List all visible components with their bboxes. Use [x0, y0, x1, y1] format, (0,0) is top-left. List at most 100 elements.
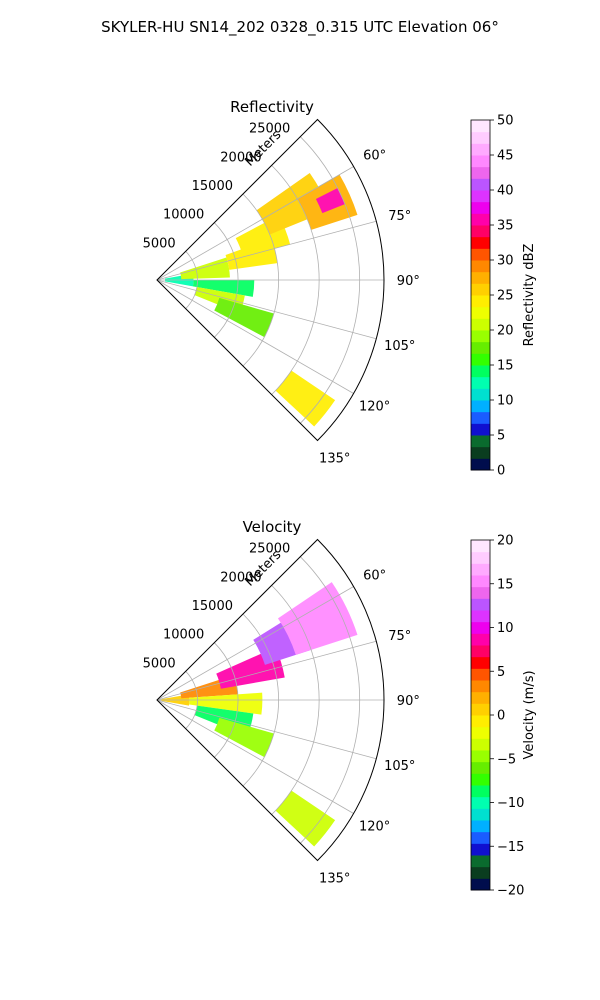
chart-title: Velocity [243, 518, 302, 536]
radial-tick-label: 25000 [249, 122, 290, 137]
echo-layer [160, 582, 358, 847]
colorbar: 0 5 10 15 20 25 30 35 40 45 50 Reflectivity dBZ [470, 114, 537, 479]
colorbar-tick-label: 0 [497, 464, 505, 479]
chart-panel-2: Velocity 60° 75° 90° 105° 120° 135° 5000 10000 15… [143, 518, 537, 899]
colorbar-swatch [471, 691, 490, 704]
angle-tick-label: 90° [397, 274, 420, 289]
echo-region-7 [277, 582, 358, 655]
colorbar-tick-label: 0 [497, 709, 505, 724]
colorbar-swatch [471, 831, 490, 844]
polar-frame [156, 118, 385, 442]
colorbar-swatch [471, 703, 490, 716]
colorbar-tick-label: 40 [497, 184, 514, 199]
colorbar-swatch [471, 120, 490, 133]
colorbar-swatch [471, 656, 490, 669]
radial-tick-label: 10000 [163, 628, 204, 643]
colorbar-swatch [471, 318, 490, 331]
echo-region-9 [315, 187, 345, 214]
colorbar-tick-label: 5 [497, 429, 505, 444]
colorbar-swatch [471, 575, 490, 588]
angle-tick-label: 60° [363, 568, 386, 583]
echo-layer [164, 173, 358, 427]
angle-tick-label: 60° [363, 148, 386, 163]
colorbar-swatch [471, 295, 490, 308]
colorbar-tick-label: 50 [497, 114, 514, 129]
colorbar-swatch [471, 283, 490, 296]
colorbar-tick-label: 15 [497, 577, 514, 592]
colorbar-tick-label: 25 [497, 289, 514, 304]
colorbar-swatch [471, 353, 490, 366]
echo-region-10 [214, 297, 274, 338]
figure-suptitle: SKYLER-HU SN14_202 0328_0.315 UTC Elevat… [101, 18, 499, 37]
colorbar-swatch [471, 843, 490, 856]
plots-layer: Reflectivity60°75°90°105°120°135°5000100… [143, 98, 537, 899]
colorbar-swatch [471, 785, 490, 798]
colorbar-tick-label: 15 [497, 359, 514, 374]
grid-spoke-1 [156, 586, 354, 701]
angle-tick-label: 135° [319, 452, 350, 467]
colorbar-swatch [471, 820, 490, 833]
colorbar-tick-label: 10 [497, 621, 514, 636]
colorbar-swatch [471, 446, 490, 459]
angle-tick-label: 120° [359, 820, 390, 835]
colorbar-swatch [471, 458, 490, 471]
colorbar-swatch [471, 540, 490, 553]
colorbar-swatch [471, 271, 490, 284]
colorbar-swatch [471, 551, 490, 564]
colorbar-swatch [471, 715, 490, 728]
colorbar-swatch [471, 248, 490, 261]
radial-tick-label: 5000 [143, 236, 176, 251]
colorbar-swatch [471, 131, 490, 144]
colorbar-swatch [471, 761, 490, 774]
colorbar-swatch [471, 645, 490, 658]
colorbar-swatch [471, 376, 490, 389]
colorbar-swatch [471, 225, 490, 238]
colorbar-swatch [471, 166, 490, 179]
colorbar-swatch [471, 365, 490, 378]
grid-spoke-5 [156, 699, 354, 814]
grid-spoke-2 [156, 220, 377, 281]
radial-tick-label: 10000 [163, 208, 204, 223]
colorbar-tick-label: 10 [497, 394, 514, 409]
colorbar-swatch [471, 143, 490, 156]
colorbar-swatch [471, 610, 490, 623]
colorbar-tick-label: 45 [497, 149, 514, 164]
chart-panel-1: Reflectivity60°75°90°105°120°135°5000100… [143, 98, 537, 479]
colorbar-swatch [471, 213, 490, 226]
colorbar-tick-label: −10 [497, 796, 524, 811]
echo-region-8 [214, 717, 274, 758]
colorbar-swatch [471, 563, 490, 576]
echo-region-7 [256, 173, 330, 235]
colorbar-swatch [471, 178, 490, 191]
angle-tick-label: 105° [384, 339, 415, 354]
colorbar-swatch [471, 726, 490, 739]
colorbar-swatch [471, 330, 490, 343]
colorbar-swatch [471, 668, 490, 681]
angle-tick-label: 135° [319, 872, 350, 887]
grid-spoke-4 [156, 279, 377, 340]
colorbar-swatch [471, 680, 490, 693]
colorbar-swatch [471, 866, 490, 879]
echo-region-2 [180, 257, 230, 280]
radial-tick-label: 20000 [220, 570, 261, 585]
echo-region-11 [275, 370, 336, 427]
echo-region-3 [189, 692, 263, 715]
polar-frame [156, 538, 385, 862]
colorbar-swatch [471, 155, 490, 168]
colorbar-swatch [471, 633, 490, 646]
radial-tick-label: 5000 [143, 656, 176, 671]
colorbar-swatch [471, 808, 490, 821]
colorbar-label: Reflectivity dBZ [522, 244, 537, 347]
colorbar-swatch [471, 411, 490, 424]
colorbar-swatch [471, 796, 490, 809]
angle-tick-label: 75° [388, 629, 411, 644]
colorbar-tick-label: 35 [497, 219, 514, 234]
colorbar-swatch [471, 750, 490, 763]
colorbar-tick-label: 20 [497, 324, 514, 339]
colorbar-swatch [471, 306, 490, 319]
colorbar-tick-label: −15 [497, 840, 524, 855]
colorbar-swatch [471, 236, 490, 249]
chart-title: Reflectivity [230, 98, 314, 116]
radial-tick-label: 20000 [220, 150, 261, 165]
